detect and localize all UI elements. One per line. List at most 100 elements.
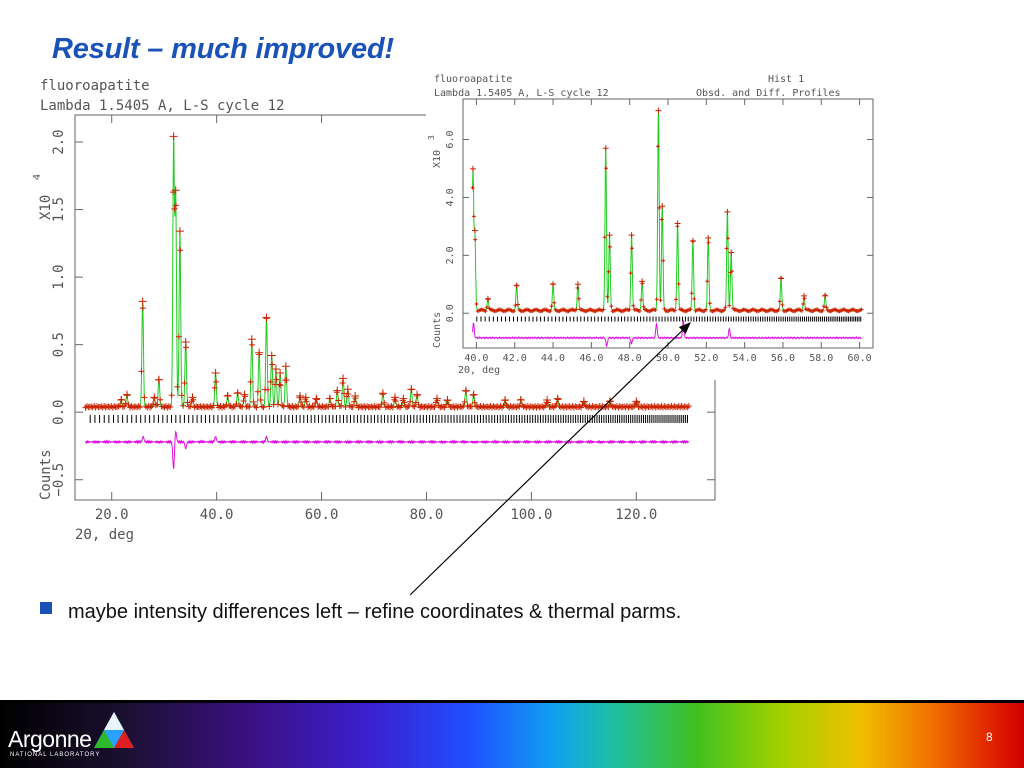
inset-observed-point (725, 236, 730, 241)
main-peak-point (339, 374, 348, 383)
main-observed-point (395, 403, 402, 410)
inset-hist-label: Hist 1 (768, 74, 804, 85)
main-xlabel: 2Θ, deg (75, 527, 134, 543)
main-peak-point (267, 351, 276, 360)
main-peak-point (301, 393, 310, 402)
main-observed-point (139, 305, 146, 312)
inset-xtick-label: 54.0 (733, 353, 757, 364)
inset-header-line2: Lambda 1.5405 A, L-S cycle 12 (434, 88, 609, 99)
page-number: 8 (986, 730, 993, 744)
main-observed-point (286, 403, 293, 410)
inset-peak-point (705, 234, 712, 241)
main-peak-point (169, 132, 178, 141)
inset-ytick-label: 0.0 (445, 304, 456, 322)
main-yscale-exp: 4 (32, 174, 43, 180)
main-observed-point (507, 403, 514, 410)
main-observed-point (277, 382, 284, 389)
logo-subtitle: NATIONAL LABORATORY (10, 752, 101, 758)
main-observed-point (177, 247, 184, 254)
main-observed-point (187, 403, 194, 410)
main-observed-point (116, 402, 123, 409)
inset-peak-point (574, 281, 581, 288)
inset-observed-point (606, 269, 611, 274)
inset-observed-point (674, 297, 679, 302)
main-ylabel: Counts (38, 449, 54, 500)
main-observed-point (351, 398, 358, 405)
inset-observed-point (777, 299, 782, 304)
inset-xtick-label: 46.0 (579, 353, 603, 364)
inset-observed-point (692, 296, 697, 301)
inset-peak-point (469, 165, 476, 172)
inset-peak-point (689, 237, 696, 244)
main-observed-point (401, 399, 408, 406)
inset-observed-point (605, 294, 610, 299)
main-peak-point (461, 386, 470, 395)
main-peak-point (122, 390, 131, 399)
slide-title: Result – much improved! (52, 33, 394, 65)
inset-observed-point (655, 144, 660, 149)
inset-observed-point (723, 305, 728, 310)
inset-observed-point (688, 307, 693, 312)
main-observed-point (417, 404, 424, 411)
main-ytick-label: 1.0 (51, 264, 67, 289)
main-observed-point (141, 394, 148, 401)
argonne-logo-triangle-icon (94, 712, 134, 748)
inset-ytick-label: 6.0 (445, 131, 456, 149)
main-peak-point (469, 390, 478, 399)
main-observed-point (154, 401, 161, 408)
main-observed-point (378, 401, 385, 408)
main-observed-point (293, 404, 300, 411)
main-peak-point (281, 362, 290, 371)
inset-observed-point (799, 308, 804, 313)
bullet-square (40, 602, 52, 614)
main-observed-point (323, 403, 330, 410)
main-peak-point (117, 396, 126, 405)
main-observed-point (619, 403, 626, 410)
main-peak-point (276, 369, 285, 378)
main-observed-point (101, 403, 108, 409)
main-peak-point (171, 186, 180, 195)
main-observed-point (398, 402, 405, 409)
main-observed-point (276, 381, 283, 388)
inset-observed-point (776, 307, 781, 312)
main-peak-point (516, 396, 525, 405)
main-observed-point (280, 403, 287, 410)
inset-peak-point (728, 249, 735, 256)
inset-observed-point (659, 217, 664, 222)
main-observed-point (174, 383, 181, 390)
main-observed-point (345, 390, 352, 397)
inset-yscale-exp: 3 (427, 135, 436, 140)
main-observed-point (297, 398, 304, 405)
inset-observed-point (548, 309, 553, 314)
inset-observed-point (780, 302, 785, 307)
inset-observed-point (512, 309, 517, 314)
inset-observed-point (705, 279, 710, 284)
inset-y-ticks: 0.0 2.0 4.0 6.0 (445, 131, 873, 322)
main-observed-point (343, 393, 350, 400)
main-ytick-label: −0.5 (51, 463, 67, 497)
main-observed-point (119, 403, 126, 410)
inset-observed-point (630, 246, 635, 251)
main-peak-point (343, 385, 352, 394)
main-peak-point (262, 313, 271, 322)
main-observed-point (315, 403, 322, 410)
main-observed-point (253, 404, 260, 411)
inset-peak-point (628, 232, 635, 239)
main-peak-point (154, 375, 163, 384)
main-difference-curve (85, 430, 689, 469)
main-peak-point (138, 297, 147, 306)
inset-observed-point (628, 271, 633, 276)
inset-peak-point (674, 220, 681, 227)
main-observed-point (223, 401, 230, 408)
inset-observed-point (627, 307, 632, 312)
main-observed-point (237, 403, 244, 410)
inset-xtick-label: 44.0 (541, 353, 565, 364)
main-observed-point (642, 404, 649, 411)
main-observed-point (341, 390, 348, 397)
inset-series (469, 107, 864, 348)
main-observed-point (385, 403, 392, 410)
main-observed-point (160, 403, 167, 410)
main-observed-point (172, 202, 179, 209)
inset-observed-point (707, 301, 712, 306)
main-observed-point (211, 384, 218, 391)
